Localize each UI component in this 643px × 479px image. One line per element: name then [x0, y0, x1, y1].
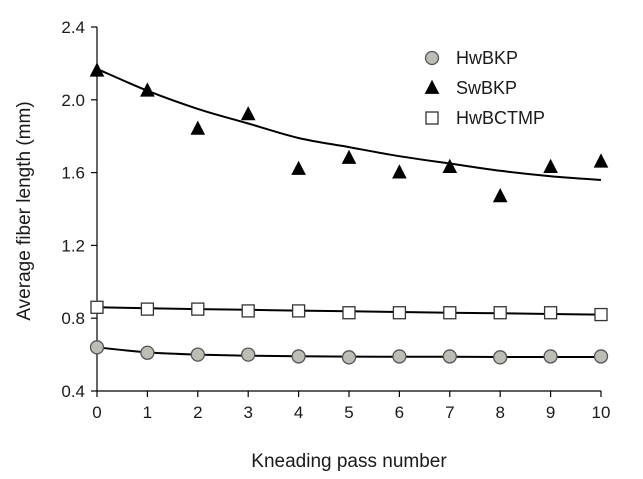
data-point-hwbkp: [493, 350, 508, 365]
x-tick-label: 0: [92, 403, 101, 422]
data-point-swbkp: [392, 164, 407, 179]
data-point-swbkp: [190, 120, 206, 135]
y-tick-label: 1.2: [61, 236, 85, 255]
legend-label-hwbctmp: HwBCTMP: [456, 108, 545, 128]
data-point-hwbctmp: [594, 307, 608, 322]
x-tick-label: 7: [445, 403, 454, 422]
data-point-hwbkp: [241, 347, 256, 362]
data-point-hwbkp: [442, 349, 457, 364]
data-point-hwbctmp: [140, 302, 155, 316]
data-point-hwbctmp: [493, 306, 507, 320]
y-axis-title: Average fiber length (mm): [14, 101, 35, 320]
data-point-hwbctmp: [543, 306, 558, 320]
data-point-hwbkp: [543, 349, 558, 364]
data-point-hwbctmp: [291, 304, 306, 318]
data-point-hwbkp: [392, 349, 407, 364]
legend-label-hwbkp: HwBKP: [456, 48, 518, 68]
x-tick-label: 6: [395, 403, 404, 422]
data-point-swbkp: [240, 106, 256, 121]
x-tick-label: 8: [495, 403, 504, 422]
legend-label-swbkp: SwBKP: [456, 78, 517, 98]
x-tick-label: 10: [592, 403, 611, 422]
y-tick-label: 0.8: [61, 309, 85, 328]
legend: HwBKP SwBKP HwBCTMP: [424, 48, 545, 128]
marks-layer: [89, 62, 609, 365]
data-point-hwbkp: [593, 349, 609, 364]
data-point-hwbkp: [190, 347, 205, 362]
y-tick-label: 2.4: [61, 18, 85, 37]
data-point-swbkp: [593, 153, 609, 168]
y-tick-label: 2.0: [61, 91, 85, 110]
data-point-hwbctmp: [90, 300, 104, 314]
data-point-hwbkp: [291, 349, 306, 364]
y-tick-label: 0.4: [61, 382, 85, 401]
x-tick-label: 3: [243, 403, 252, 422]
data-point-hwbctmp: [392, 306, 407, 320]
axes-layer: [96, 27, 601, 392]
x-tick-label: 1: [143, 403, 152, 422]
x-axis-title: Kneading pass number: [251, 451, 447, 472]
x-tick-label: 9: [546, 403, 555, 422]
data-point-hwbkp: [89, 340, 105, 355]
x-tick-label: 4: [294, 403, 303, 422]
data-point-hwbkp: [140, 345, 155, 360]
data-point-swbkp: [89, 62, 105, 77]
data-point-swbkp: [492, 188, 508, 203]
data-point-swbkp: [140, 82, 155, 97]
legend-marker-hwbctmp: [425, 111, 439, 125]
legend-marker-swbkp: [424, 79, 440, 94]
data-point-swbkp: [341, 149, 357, 164]
x-tick-label: 5: [344, 403, 353, 422]
data-point-swbkp: [543, 158, 558, 173]
data-point-hwbctmp: [342, 306, 356, 320]
data-point-swbkp: [291, 160, 306, 175]
data-point-hwbkp: [341, 350, 357, 365]
x-tick-label: 2: [193, 403, 202, 422]
ticks-layer: 0 1 2 3 4 5 6 7 8 9 10 0.4 0.8 1.2 1.6 2.0 2.4: [61, 18, 610, 422]
data-point-swbkp: [442, 158, 458, 173]
data-point-hwbctmp: [191, 302, 205, 316]
data-point-hwbctmp: [443, 306, 457, 320]
data-point-hwbctmp: [241, 304, 255, 318]
trend-line-swbkp: [96, 67, 602, 181]
legend-marker-hwbkp: [424, 50, 440, 66]
y-tick-label: 1.6: [61, 164, 85, 183]
